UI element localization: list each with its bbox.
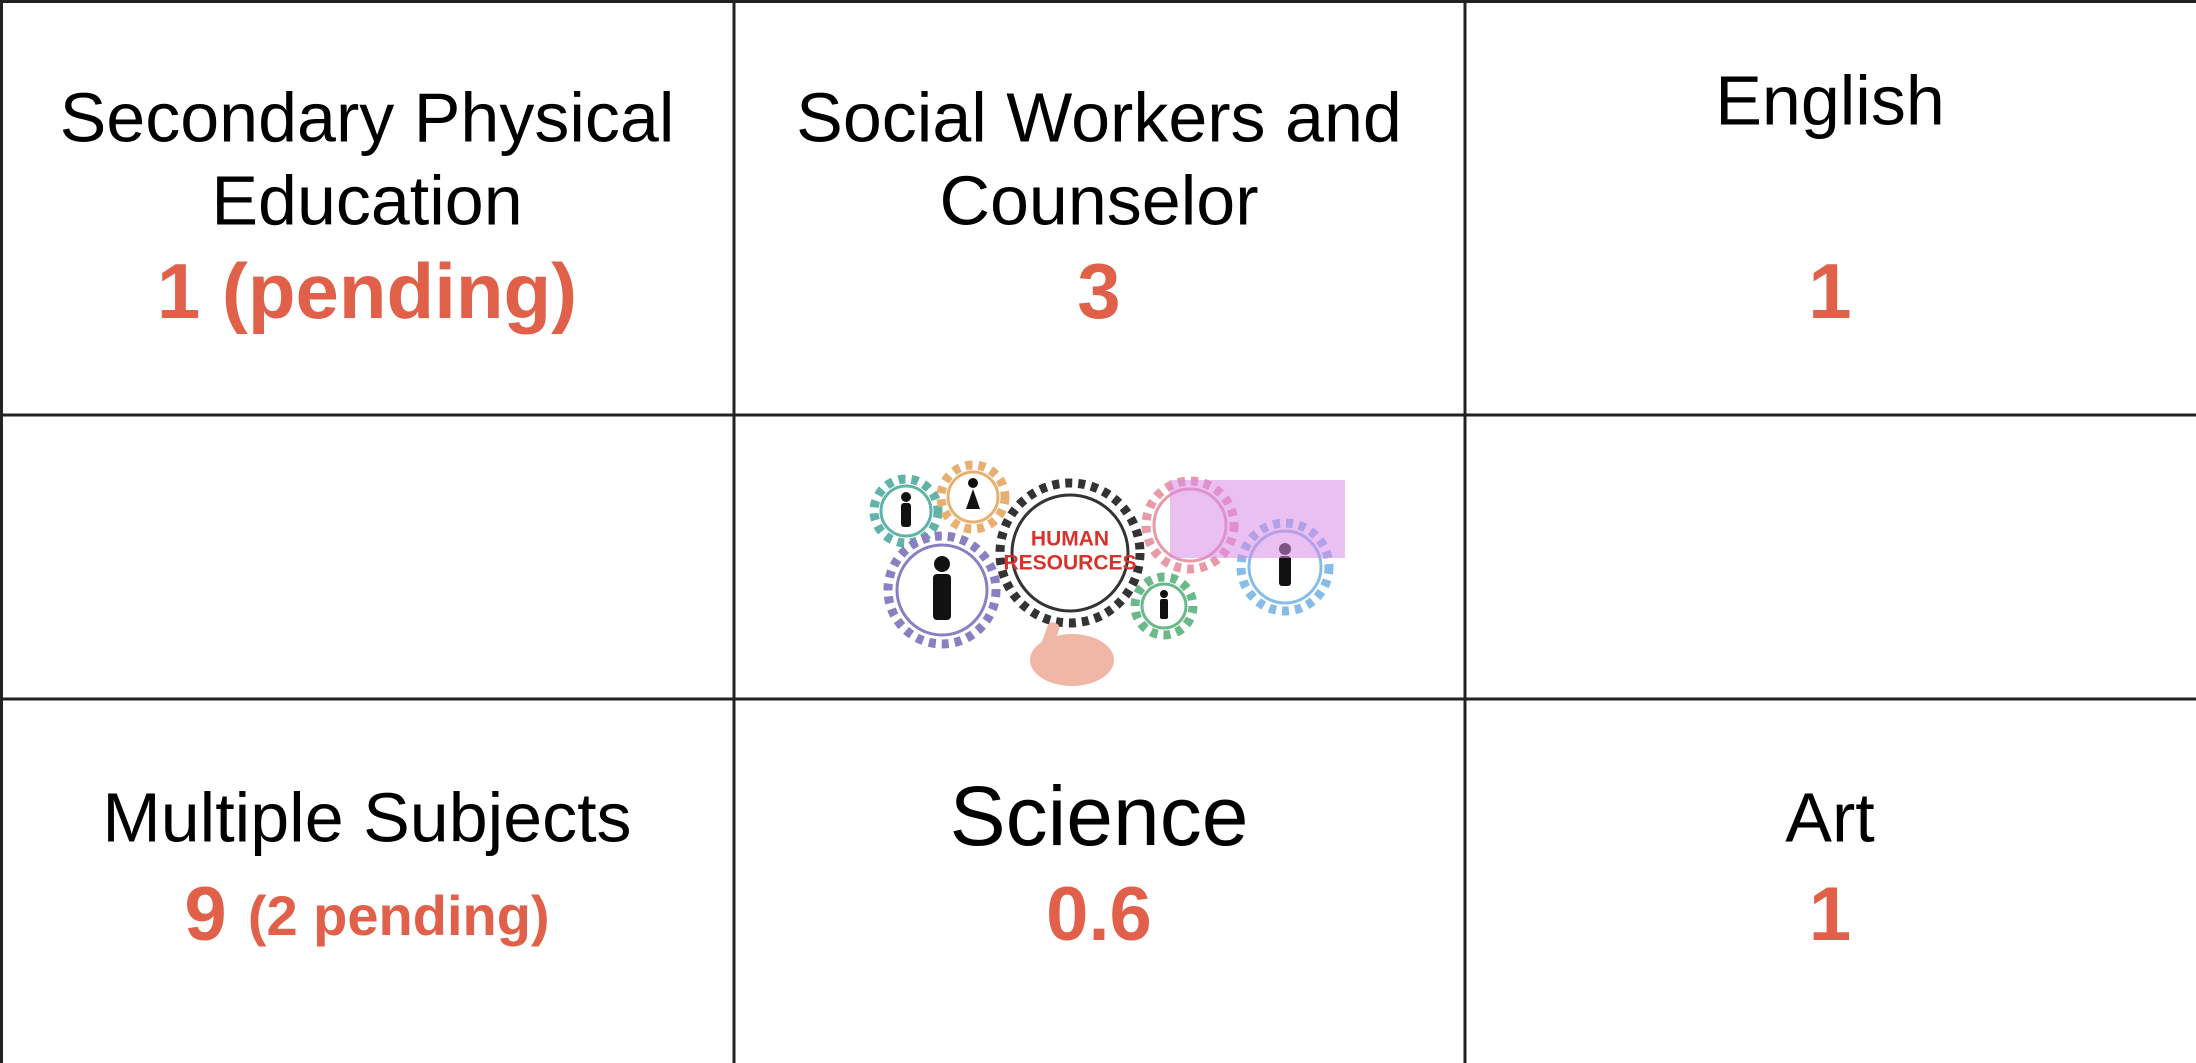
icon-group — [1160, 590, 1168, 619]
shape — [901, 503, 911, 527]
cell-title: Science — [950, 769, 1249, 863]
cell-count: 1 — [1808, 247, 1851, 335]
count-value: 3 — [1077, 247, 1120, 335]
shape — [934, 556, 950, 572]
slide: HUMAN RESOURCES Secondary PhysicalEducat… — [0, 0, 2196, 1063]
shape — [933, 574, 951, 620]
cell-title: Counselor — [939, 161, 1258, 239]
cell-title: Art — [1785, 778, 1874, 856]
cell-title: Social Workers and — [796, 78, 1402, 156]
image-text: RESOURCES — [1003, 552, 1136, 575]
cell-title: Education — [211, 161, 522, 239]
cell-title: English — [1715, 61, 1945, 139]
shape — [1279, 556, 1291, 586]
icon-group — [901, 492, 911, 527]
count-value: 1 — [1809, 872, 1851, 957]
cell-count: 0.6 — [1046, 872, 1152, 957]
cell-count: 9 (2 pending) — [184, 872, 549, 957]
icon-group — [933, 556, 951, 620]
shape — [1160, 590, 1168, 598]
count-value: 0.6 — [1046, 872, 1152, 957]
count-value: 9 — [184, 872, 226, 957]
cell-count: 1 — [1809, 872, 1851, 957]
count-note: (2 pending) — [248, 884, 550, 947]
shape — [1170, 480, 1345, 558]
cell-count: 3 — [1077, 247, 1120, 335]
shape — [901, 492, 911, 502]
cell-count: 1 (pending) — [157, 247, 577, 335]
shape — [968, 478, 978, 488]
count-value: 1 — [1808, 247, 1851, 335]
count-value: 1 (pending) — [157, 247, 577, 335]
shape — [1160, 599, 1168, 619]
cell-title: Secondary Physical — [60, 78, 675, 156]
cell-title: Multiple Subjects — [102, 778, 631, 856]
image-text: HUMAN — [1031, 528, 1109, 551]
